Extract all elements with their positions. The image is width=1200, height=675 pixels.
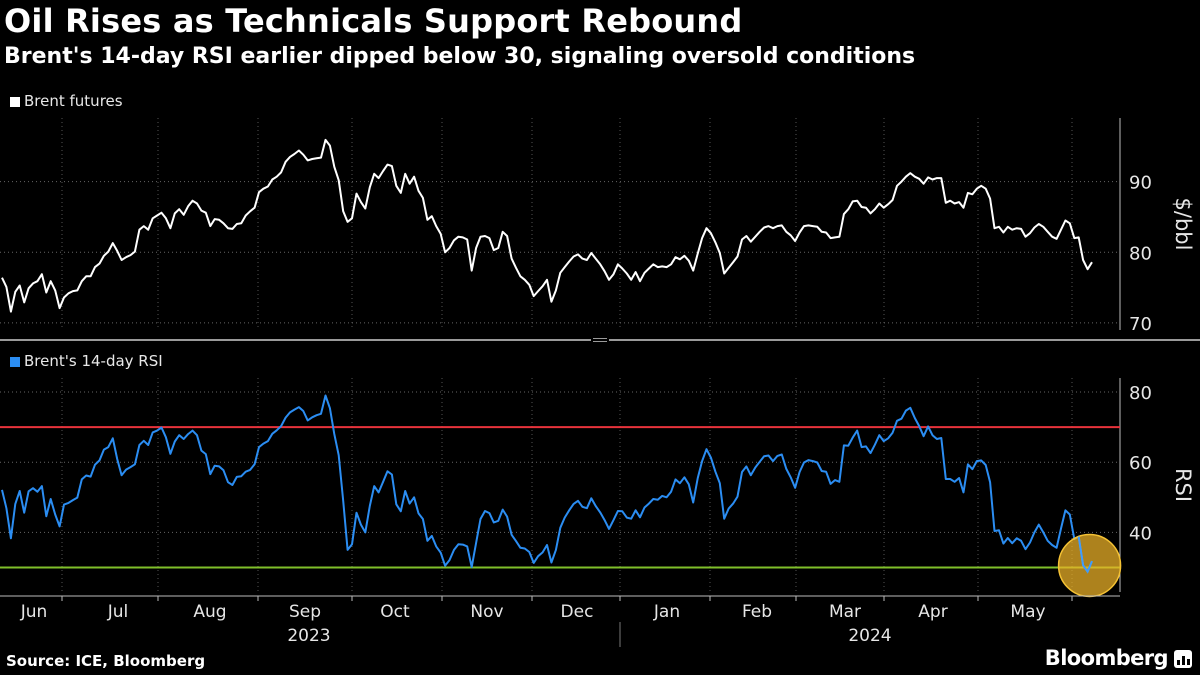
chart-subtitle: Brent's 14-day RSI earlier dipped below … [4,44,916,69]
x-tick-label-month: Mar [829,602,861,622]
y-axis-label-rsi: RSI [1171,468,1195,502]
source-note: Source: ICE, Bloomberg [6,652,206,670]
x-tick-label-month: May [1010,602,1045,622]
x-tick-label-year: 2023 [287,626,330,646]
bloomberg-chart-icon [1174,650,1192,668]
price-series-line [1,138,1093,313]
legend-label-brent: Brent futures [24,92,123,110]
x-tick-label-year: 2024 [848,626,891,646]
y-tick-label-price: 90 [1129,173,1152,194]
y-tick-label-rsi: 40 [1129,523,1152,544]
rsi-series-line [1,394,1093,573]
y-tick-label-rsi: 60 [1129,453,1152,474]
bloomberg-logo: Bloomberg [1044,646,1169,670]
x-tick-label-month: Nov [470,602,503,622]
divider-handle-bg [591,337,609,343]
rsi-series-line-highlight [1077,536,1093,574]
y-tick-label-price: 70 [1129,314,1152,335]
x-tick-label-month: Dec [561,602,594,622]
legend-label-rsi: Brent's 14-day RSI [24,352,163,370]
legend-swatch-white [10,97,20,107]
x-tick-label-month: Jun [20,602,48,622]
x-tick-label-month: Jan [653,602,680,622]
y-axis-label-price: $/bbl [1171,198,1195,251]
legend-brent-futures: Brent futures [10,92,123,110]
y-tick-label-price: 80 [1129,243,1152,264]
chart-title: Oil Rises as Technicals Support Rebound [4,2,743,40]
x-tick-label-month: Aug [193,602,226,622]
x-tick-label-month: Sep [289,602,321,622]
x-tick-label-month: Jul [107,602,129,622]
x-tick-label-month: Feb [742,602,772,622]
x-tick-label-month: Oct [380,602,410,622]
x-tick-label-month: Apr [918,602,947,622]
y-tick-label-rsi: 80 [1129,383,1152,404]
legend-brent-rsi: Brent's 14-day RSI [10,352,163,370]
legend-swatch-blue [10,357,20,367]
